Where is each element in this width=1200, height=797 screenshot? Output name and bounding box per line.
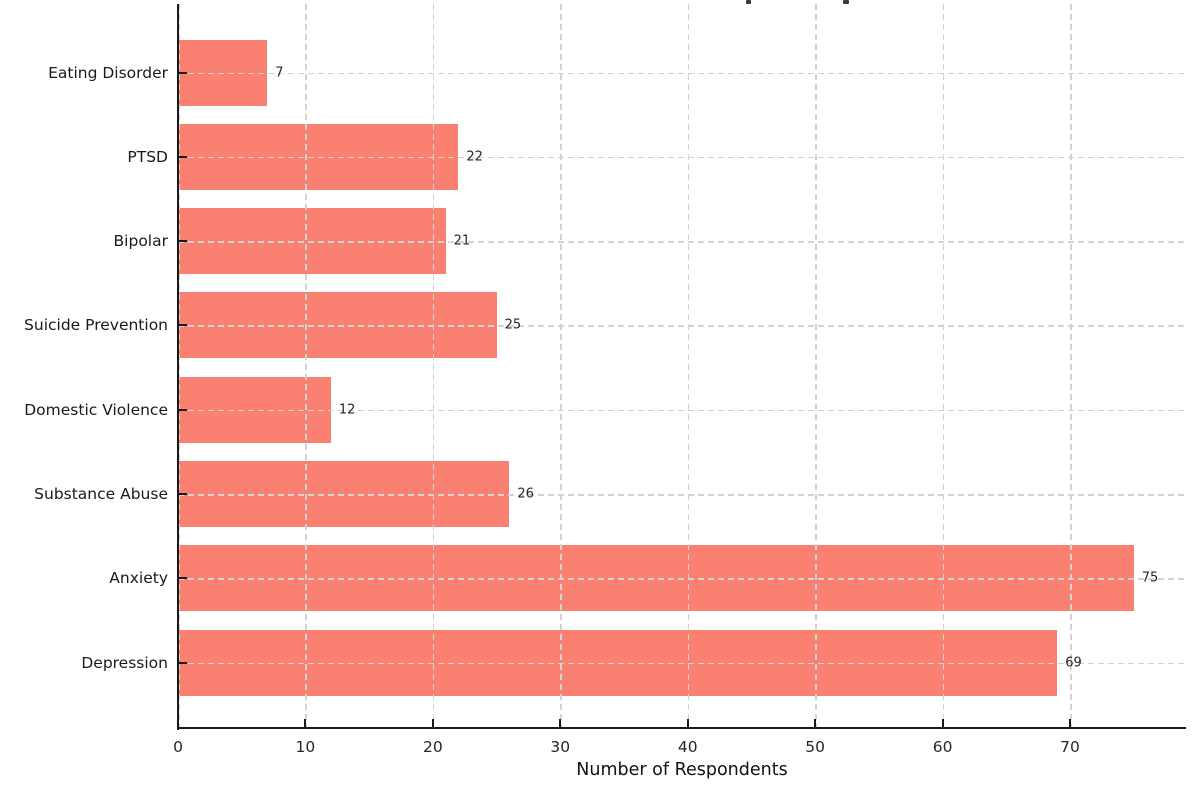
- clipped-title-fragment: [843, 0, 849, 4]
- x-tick-label: 30: [550, 738, 571, 756]
- bar-value-label: 22: [466, 149, 483, 165]
- bar-value-label: 21: [453, 233, 471, 249]
- y-gridline: [178, 494, 1186, 496]
- x-gridline: [942, 4, 945, 727]
- x-tick-mark: [559, 718, 562, 727]
- clipped-title-fragment: [746, 0, 751, 4]
- y-tick-mark: [178, 71, 187, 74]
- x-tick-mark: [814, 718, 817, 727]
- category-label: Substance Abuse: [34, 485, 168, 503]
- category-label: Domestic Violence: [24, 400, 168, 419]
- category-label: Suicide Prevention: [24, 316, 168, 335]
- x-axis-label: Number of Respondents: [576, 760, 788, 780]
- x-gridline: [815, 4, 817, 727]
- x-tick-mark: [686, 718, 689, 727]
- category-label: Bipolar: [113, 232, 168, 251]
- y-gridline: [178, 241, 1186, 243]
- y-gridline: [178, 156, 1186, 159]
- x-gridline: [560, 4, 562, 727]
- x-gridline: [687, 4, 690, 727]
- y-axis-spine: [177, 4, 179, 730]
- x-tick-label: 10: [295, 738, 316, 756]
- x-tick-label: 50: [805, 738, 825, 756]
- y-gridline: [178, 409, 1186, 412]
- y-gridline: [178, 72, 1186, 75]
- y-gridline: [178, 662, 1186, 665]
- bar-value-label: 26: [517, 486, 534, 502]
- bar-value-label: 12: [338, 402, 356, 418]
- category-label: Anxiety: [109, 569, 168, 588]
- y-tick-mark: [178, 408, 187, 411]
- y-gridline: [178, 325, 1186, 327]
- x-tick-label: 20: [422, 738, 443, 756]
- y-tick-mark: [178, 240, 187, 243]
- x-tick-mark: [1069, 718, 1071, 727]
- x-tick-label: 0: [173, 738, 183, 756]
- bar-value-label: 7: [275, 65, 284, 80]
- x-gridline: [1070, 4, 1072, 727]
- x-gridline: [432, 4, 435, 727]
- bar-value-label: 69: [1065, 655, 1082, 671]
- category-label: PTSD: [127, 147, 168, 166]
- bar-value-label: 25: [504, 317, 522, 333]
- x-tick-label: 60: [932, 738, 953, 756]
- category-label: Depression: [81, 653, 168, 672]
- x-tick-mark: [177, 718, 179, 727]
- bar-value-label: 75: [1141, 570, 1159, 586]
- x-tick-mark: [941, 718, 944, 727]
- y-gridline: [178, 578, 1186, 580]
- category-label: Eating Disorder: [48, 63, 168, 82]
- x-tick-mark: [431, 718, 434, 727]
- y-tick-mark: [178, 493, 187, 495]
- y-tick-mark: [178, 155, 187, 158]
- x-axis-spine: [177, 727, 1186, 730]
- x-gridline: [305, 4, 308, 727]
- x-tick-mark: [304, 718, 307, 727]
- x-tick-label: 70: [1060, 738, 1080, 756]
- x-tick-label: 40: [677, 738, 698, 756]
- y-tick-mark: [178, 661, 187, 664]
- y-tick-mark: [178, 324, 187, 327]
- y-tick-mark: [178, 577, 187, 580]
